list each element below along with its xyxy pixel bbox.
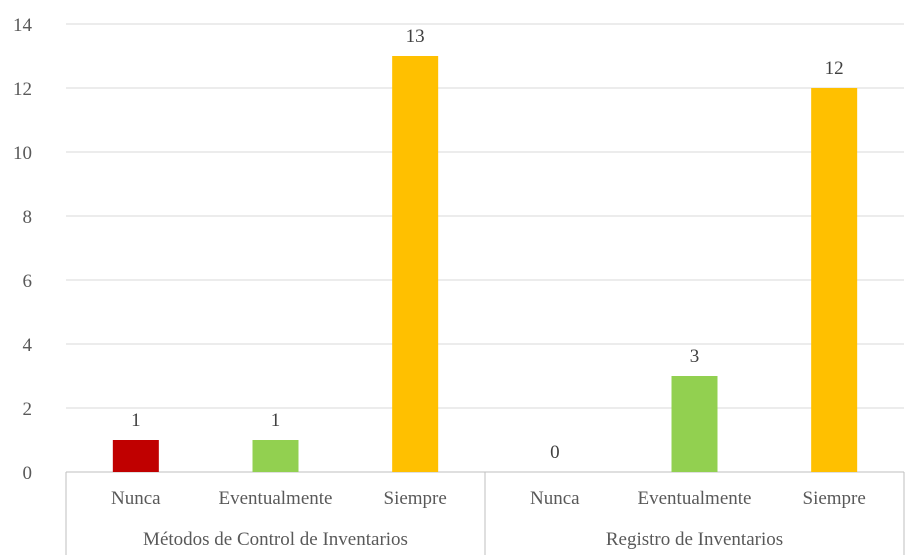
category-label: Nunca xyxy=(530,488,580,509)
bar xyxy=(112,440,159,472)
y-tick-label: 0 xyxy=(23,463,33,484)
category-label: Eventualmente xyxy=(219,488,333,509)
bar xyxy=(671,376,718,472)
category-label: Eventualmente xyxy=(638,488,752,509)
y-tick-label: 2 xyxy=(23,399,33,420)
group-label: Registro de Inventarios xyxy=(606,529,783,550)
bar xyxy=(392,56,439,472)
y-tick-label: 14 xyxy=(13,15,33,36)
data-label: 12 xyxy=(825,58,844,79)
category-label: Siempre xyxy=(384,488,447,509)
data-label: 1 xyxy=(131,410,141,431)
group-label: Métodos de Control de Inventarios xyxy=(143,529,408,550)
y-tick-label: 8 xyxy=(23,207,33,228)
y-tick-label: 6 xyxy=(23,271,33,292)
y-tick-label: 10 xyxy=(13,143,32,164)
data-label: 1 xyxy=(271,410,281,431)
data-label: 13 xyxy=(406,26,425,47)
bar xyxy=(252,440,299,472)
y-tick-label: 12 xyxy=(13,79,32,100)
category-label: Siempre xyxy=(803,488,866,509)
category-label: Nunca xyxy=(111,488,161,509)
bar xyxy=(811,88,858,472)
y-tick-label: 4 xyxy=(23,335,33,356)
data-label: 3 xyxy=(690,346,700,367)
data-label: 0 xyxy=(550,442,560,463)
